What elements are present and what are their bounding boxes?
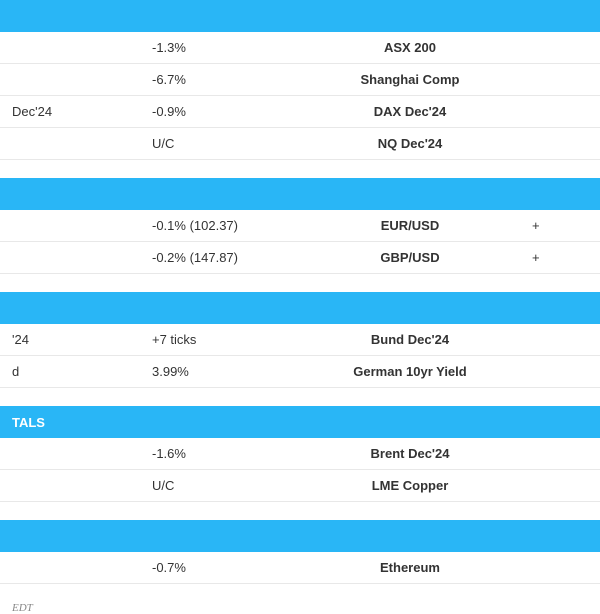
table-row: -1.3% ASX 200 (0, 32, 600, 64)
instrument-name (0, 252, 140, 264)
table-row: '24 +7 ticks Bund Dec'24 (0, 324, 600, 356)
change-value: -0.1% (102.37) (140, 212, 300, 239)
instrument-name (0, 220, 140, 232)
instrument-name (0, 448, 140, 460)
table-row: d 3.99% German 10yr Yield (0, 356, 600, 388)
instrument-label: LME Copper (300, 472, 520, 499)
section-header (0, 520, 600, 552)
section-spacer (0, 502, 600, 520)
extra-value (520, 448, 600, 460)
extra-value (520, 74, 600, 86)
table-row: -0.7% Ethereum (0, 552, 600, 584)
extra-value: + (520, 244, 600, 271)
table-row: -1.6% Brent Dec'24 (0, 438, 600, 470)
change-value: -1.3% (140, 34, 300, 61)
change-value: 3.99% (140, 358, 300, 385)
instrument-name: Dec'24 (0, 98, 140, 125)
instrument-name (0, 480, 140, 492)
section-header (0, 178, 600, 210)
instrument-label: EUR/USD (300, 212, 520, 239)
extra-value (520, 106, 600, 118)
section-header: TALS (0, 406, 600, 438)
instrument-name (0, 74, 140, 86)
extra-value (520, 562, 600, 574)
table-row: -0.1% (102.37) EUR/USD + (0, 210, 600, 242)
extra-value (520, 480, 600, 492)
extra-value (520, 138, 600, 150)
instrument-label: German 10yr Yield (300, 358, 520, 385)
instrument-label: DAX Dec'24 (300, 98, 520, 125)
section-spacer (0, 160, 600, 178)
change-value: -6.7% (140, 66, 300, 93)
extra-value: + (520, 212, 600, 239)
change-value: U/C (140, 472, 300, 499)
section-spacer (0, 388, 600, 406)
instrument-label: ASX 200 (300, 34, 520, 61)
change-value: -0.7% (140, 554, 300, 581)
instrument-label: NQ Dec'24 (300, 130, 520, 157)
instrument-label: GBP/USD (300, 244, 520, 271)
table-row: -6.7% Shanghai Comp (0, 64, 600, 96)
instrument-name (0, 42, 140, 54)
instrument-label: Bund Dec'24 (300, 326, 520, 353)
section-spacer (0, 274, 600, 292)
extra-value (520, 334, 600, 346)
instrument-name (0, 562, 140, 574)
table-row: -0.2% (147.87) GBP/USD + (0, 242, 600, 274)
change-value: -0.9% (140, 98, 300, 125)
section-header-label: TALS (12, 415, 45, 430)
change-value: -1.6% (140, 440, 300, 467)
instrument-label: Ethereum (300, 554, 520, 581)
footnote-timezone: EDT (0, 584, 600, 614)
instrument-name (0, 138, 140, 150)
table-row: U/C NQ Dec'24 (0, 128, 600, 160)
instrument-label: Shanghai Comp (300, 66, 520, 93)
change-value: U/C (140, 130, 300, 157)
table-row: U/C LME Copper (0, 470, 600, 502)
instrument-name: d (0, 358, 140, 385)
extra-value (520, 42, 600, 54)
instrument-label: Brent Dec'24 (300, 440, 520, 467)
market-data-table: -1.3% ASX 200 -6.7% Shanghai Comp Dec'24… (0, 0, 600, 614)
extra-value (520, 366, 600, 378)
section-header (0, 0, 600, 32)
instrument-name: '24 (0, 326, 140, 353)
section-header (0, 292, 600, 324)
change-value: +7 ticks (140, 326, 300, 353)
table-row: Dec'24 -0.9% DAX Dec'24 (0, 96, 600, 128)
change-value: -0.2% (147.87) (140, 244, 300, 271)
